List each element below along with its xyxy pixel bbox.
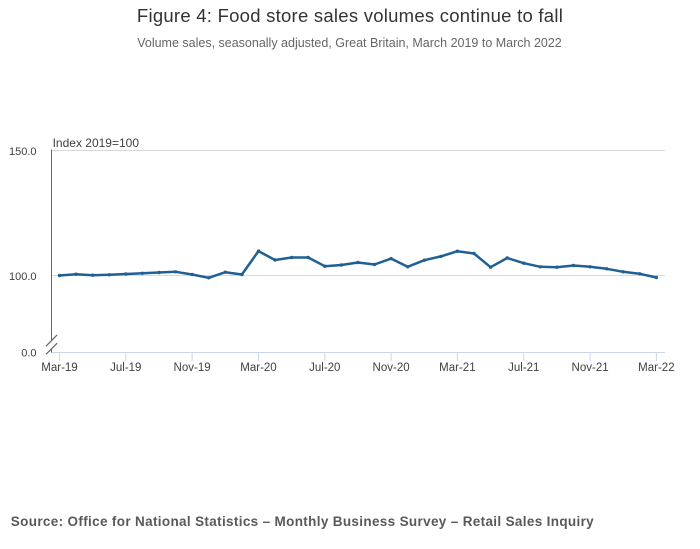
svg-text:Figure 4: Food store sales vol: Figure 4: Food store sales volumes conti… [137,5,563,26]
svg-text:Nov-21: Nov-21 [572,362,609,374]
svg-text:Nov-19: Nov-19 [174,362,211,374]
svg-text:Jul-20: Jul-20 [309,362,340,374]
svg-text:Mar-19: Mar-19 [41,362,77,374]
svg-text:Nov-20: Nov-20 [373,362,410,374]
svg-text:Index 2019=100: Index 2019=100 [53,136,140,150]
svg-text:150.0: 150.0 [9,146,37,158]
svg-text:Jul-21: Jul-21 [508,362,539,374]
svg-text:Mar-22: Mar-22 [638,362,674,374]
svg-text:Mar-20: Mar-20 [240,362,276,374]
svg-text:Volume sales, seasonally adjus: Volume sales, seasonally adjusted, Great… [137,36,562,50]
svg-text:0.0: 0.0 [21,348,36,360]
svg-text:100.0: 100.0 [9,271,37,283]
svg-text:Jul-19: Jul-19 [110,362,141,374]
svg-text:Source: Office for National St: Source: Office for National Statistics –… [11,514,594,529]
svg-text:Mar-21: Mar-21 [439,362,475,374]
